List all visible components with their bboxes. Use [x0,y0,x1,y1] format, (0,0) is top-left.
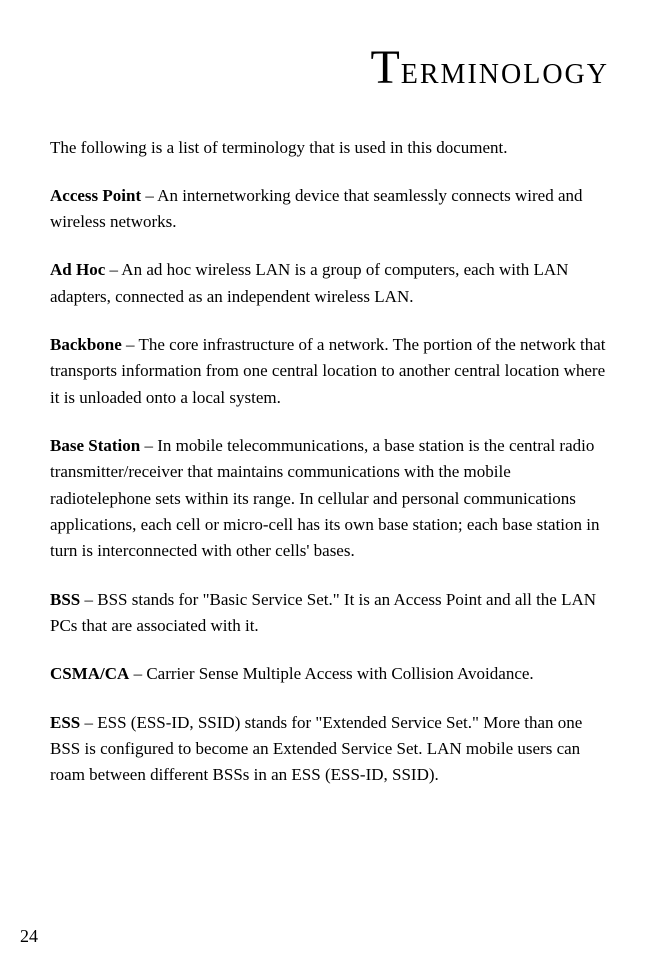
page-title: TERMINOLOGY [50,40,609,95]
entry-backbone: Backbone – The core infrastructure of a … [50,332,609,411]
term-definition: – An ad hoc wireless LAN is a group of c… [50,260,568,305]
entry-base-station: Base Station – In mobile telecommunicati… [50,433,609,565]
entry-ad-hoc: Ad Hoc – An ad hoc wireless LAN is a gro… [50,257,609,310]
entry-access-point: Access Point – An internetworking device… [50,183,609,236]
term-label: Ad Hoc [50,260,105,279]
title-first-letter: T [370,41,400,94]
term-definition: – BSS stands for "Basic Service Set." It… [50,590,596,635]
term-label: Access Point [50,186,141,205]
title-rest: ERMINOLOGY [401,59,609,90]
term-label: BSS [50,590,80,609]
term-label: Base Station [50,436,140,455]
term-definition: – Carrier Sense Multiple Access with Col… [129,664,533,683]
term-definition: – The core infrastructure of a network. … [50,335,606,407]
term-label: ESS [50,713,80,732]
term-label: Backbone [50,335,122,354]
intro-text: The following is a list of terminology t… [50,135,609,161]
entry-ess: ESS – ESS (ESS-ID, SSID) stands for "Ext… [50,710,609,789]
page-number: 24 [20,926,38,947]
term-definition: – ESS (ESS-ID, SSID) stands for "Extende… [50,713,582,785]
entry-csma-ca: CSMA/CA – Carrier Sense Multiple Access … [50,661,609,687]
entry-bss: BSS – BSS stands for "Basic Service Set.… [50,587,609,640]
term-label: CSMA/CA [50,664,129,683]
